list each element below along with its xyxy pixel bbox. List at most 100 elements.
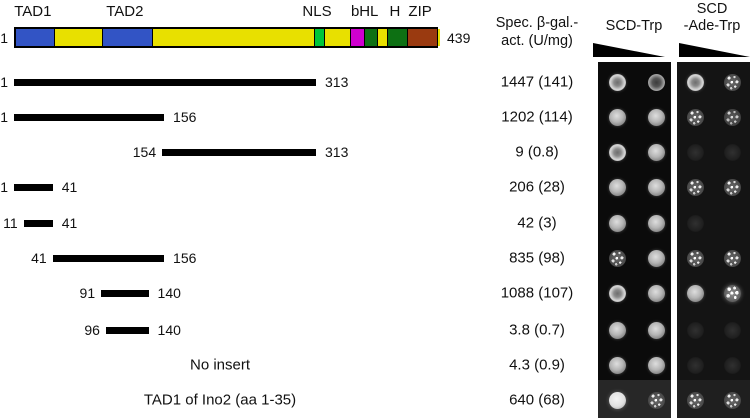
domain-segment-TAD1 — [16, 29, 54, 46]
construct-start-label: 91 — [79, 285, 96, 301]
activity-value: 3.8 (0.7) — [509, 321, 565, 339]
scd-ade-title-line1: SCD — [696, 1, 728, 17]
construct-end-label: 140 — [157, 322, 181, 338]
activity-value: 1088 (107) — [500, 284, 574, 302]
construct-start-label: 96 — [84, 322, 100, 338]
construct-start-label: 11 — [3, 215, 18, 231]
dilution-wedge-icon — [679, 43, 750, 57]
construct-text-label: No insert — [189, 356, 251, 374]
colony-spot — [647, 249, 665, 267]
domain-label-helix2: H — [389, 3, 401, 20]
activity-column-header: Spec. β-gal.- act. (U/mg) — [467, 14, 607, 50]
construct-bar — [14, 183, 53, 191]
dilution-wedge-icon — [593, 43, 665, 57]
colony-spot — [723, 391, 741, 409]
domain-label-basic: b — [351, 3, 360, 20]
colony-spot — [723, 284, 741, 302]
activity-value: 835 (98) — [509, 249, 565, 267]
activity-header-line2: act. (U/mg) — [501, 33, 573, 49]
colony-spot — [686, 214, 704, 232]
domain-segment-helix2 — [386, 29, 408, 46]
activity-value: 206 (28) — [509, 178, 565, 196]
colony-spot — [608, 391, 626, 409]
construct-start-label: 154 — [132, 144, 157, 160]
schematic-start-label: 1 — [0, 30, 8, 46]
domain-label-NLS: NLS — [302, 3, 332, 20]
colony-spot — [647, 143, 665, 161]
construct-bar — [101, 289, 149, 297]
activity-value: 4.3 (0.9) — [509, 356, 565, 374]
colony-spot — [608, 249, 626, 267]
colony-spot — [686, 108, 704, 126]
colony-spot — [723, 249, 741, 267]
schematic-end-label: 439 — [447, 30, 471, 46]
protein-schematic: 1 439 TAD1 TAD2 NLS b HL H ZIP — [0, 0, 500, 60]
colony-spot — [608, 178, 626, 196]
construct-bar — [105, 326, 149, 334]
colony-spot — [686, 391, 704, 409]
construct-end-label: 140 — [157, 285, 181, 301]
colony-spot — [686, 321, 704, 339]
colony-spot — [647, 391, 665, 409]
domain-segment-linker — [323, 29, 350, 46]
construct-bar — [14, 113, 165, 121]
construct-start-label: 1 — [0, 74, 8, 90]
activity-value: 640 (68) — [509, 391, 565, 409]
construct-bar — [52, 254, 165, 262]
domain-segment-cterm — [437, 29, 440, 46]
colony-spot — [608, 321, 626, 339]
colony-spot — [608, 143, 626, 161]
panel-header-scd-ade-trp: SCD -Ade-Trp — [665, 1, 750, 35]
construct-end-label: 41 — [61, 215, 78, 231]
colony-spot — [686, 73, 704, 91]
schematic-bar — [14, 27, 440, 48]
construct-end-label: 156 — [173, 109, 197, 125]
construct-end-label: 313 — [325, 144, 349, 160]
construct-bar — [14, 78, 317, 86]
domain-segment-loop — [377, 29, 387, 46]
activity-value: 42 (3) — [517, 214, 557, 232]
domain-segment-helix1 — [364, 29, 378, 46]
colony-spot — [608, 73, 626, 91]
colony-spot — [647, 178, 665, 196]
colony-spot — [723, 356, 741, 374]
colony-spot — [686, 249, 704, 267]
colony-spot — [723, 143, 741, 161]
domain-segment-basic — [349, 29, 365, 46]
domain-label-TAD2: TAD2 — [106, 3, 144, 20]
colony-spot — [723, 108, 741, 126]
domain-label-helix1: HL — [359, 3, 379, 20]
colony-spot — [686, 356, 704, 374]
colony-spot — [647, 356, 665, 374]
domain-segment-NLS — [314, 29, 324, 46]
colony-spot — [647, 321, 665, 339]
domain-segment-ZIP — [407, 29, 438, 46]
construct-end-label: 313 — [325, 74, 349, 90]
construct-end-label: 156 — [173, 250, 197, 266]
construct-bar — [23, 219, 53, 227]
construct-bar — [162, 148, 317, 156]
construct-end-label: 41 — [61, 179, 78, 195]
colony-spot — [608, 108, 626, 126]
colony-spot — [686, 178, 704, 196]
colony-spot — [686, 143, 704, 161]
domain-label-TAD1: TAD1 — [14, 3, 52, 20]
colony-spot — [647, 108, 665, 126]
construct-text-label: TAD1 of Ino2 (aa 1-35) — [143, 391, 297, 409]
colony-spot — [723, 73, 741, 91]
colony-spot — [723, 178, 741, 196]
construct-start-label: 41 — [31, 250, 47, 266]
domain-segment-linker — [53, 29, 103, 46]
activity-header-line1: Spec. β-gal.- — [495, 15, 579, 31]
activity-value: 1202 (114) — [501, 108, 573, 126]
colony-spot — [608, 284, 626, 302]
colony-spot — [647, 73, 665, 91]
colony-spot — [723, 321, 741, 339]
panel-header-scd-trp: SCD-Trp — [587, 18, 681, 35]
colony-spot — [647, 284, 665, 302]
construct-start-label: 1 — [0, 179, 8, 195]
colony-spot — [608, 356, 626, 374]
colony-spot — [686, 284, 704, 302]
scd-ade-title-line2: -Ade-Trp — [683, 18, 741, 34]
